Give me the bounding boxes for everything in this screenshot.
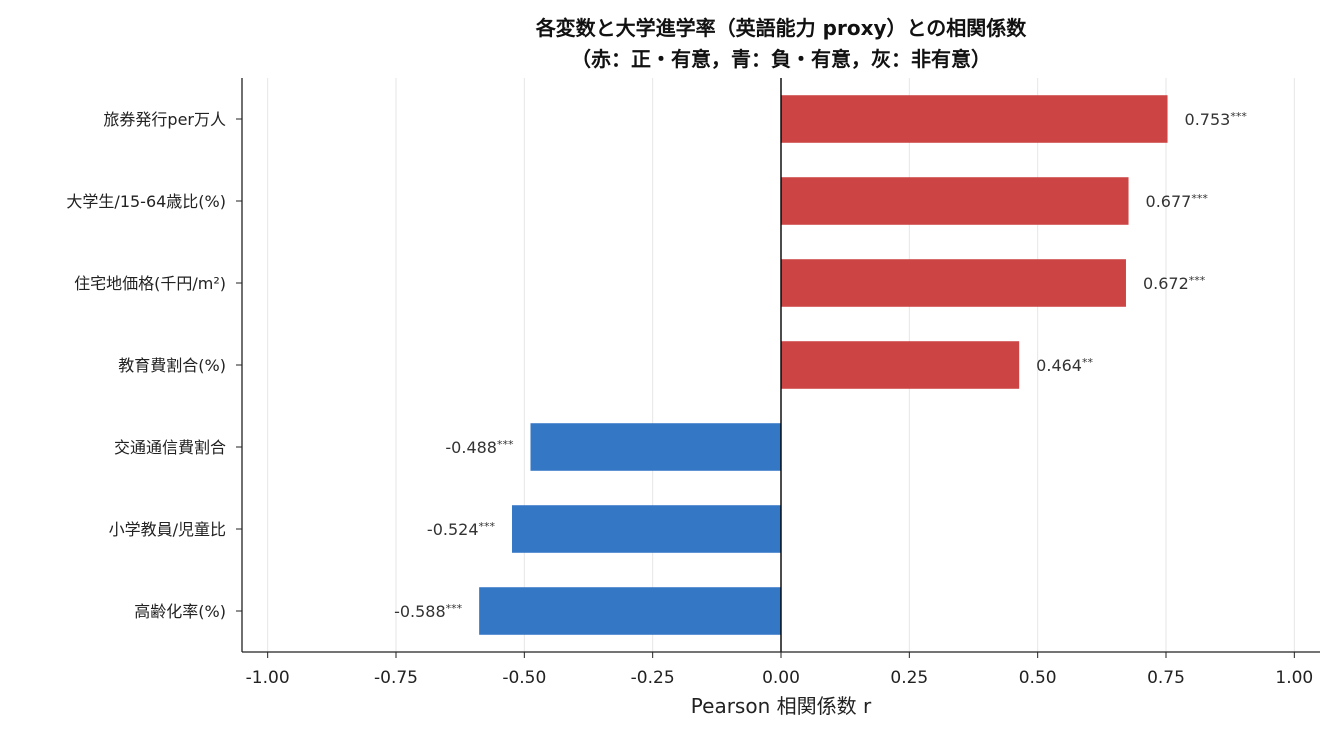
significance-stars: *** — [497, 438, 514, 451]
x-tick-label: -0.25 — [631, 668, 675, 688]
category-label: 高齢化率(%) — [134, 602, 226, 621]
significance-stars: *** — [479, 520, 496, 533]
data-label: -0.588*** — [394, 602, 463, 621]
data-label: -0.488*** — [445, 438, 514, 457]
x-tick-label: -1.00 — [246, 668, 290, 688]
data-label-value: -0.488 — [445, 438, 497, 457]
x-tick-label: -0.50 — [502, 668, 546, 688]
bars — [479, 95, 1168, 635]
x-tick-labels: -1.00 -0.75 -0.50 -0.25 0.00 0.25 0.50 0.75 1.00 — [246, 668, 1314, 688]
data-label: 0.464** — [1036, 356, 1093, 375]
category-label: 交通通信費割合 — [114, 438, 226, 457]
x-tick-label: 0.75 — [1147, 668, 1185, 688]
data-label: 0.753*** — [1185, 110, 1248, 129]
significance-stars: ** — [1082, 356, 1094, 369]
bar — [512, 505, 781, 553]
bar — [781, 95, 1168, 143]
data-label: -0.524*** — [427, 520, 496, 539]
data-label-value: -0.524 — [427, 520, 479, 539]
data-label: 0.677*** — [1146, 192, 1209, 211]
significance-stars: *** — [1189, 274, 1206, 287]
data-label-value: 0.677 — [1146, 192, 1192, 211]
x-tick-label: 0.50 — [1019, 668, 1057, 688]
significance-stars: *** — [1230, 110, 1247, 123]
significance-stars: *** — [1191, 192, 1208, 205]
bar — [479, 587, 781, 635]
data-label-value: 0.753 — [1185, 110, 1231, 129]
x-tick-label: 0.25 — [890, 668, 928, 688]
bar — [781, 177, 1129, 225]
data-label: 0.672*** — [1143, 274, 1206, 293]
category-label: 教育費割合(%) — [118, 356, 226, 375]
data-label-value: -0.588 — [394, 602, 446, 621]
category-label: 旅券発行per万人 — [103, 110, 226, 129]
x-tick-label: 1.00 — [1275, 668, 1313, 688]
data-label-value: 0.464 — [1036, 356, 1082, 375]
category-label: 小学教員/児童比 — [109, 520, 226, 539]
axes — [236, 78, 1320, 658]
chart-title-line2: （赤：正・有意，青：負・有意，灰：非有意） — [571, 47, 991, 71]
x-tick-label: -0.75 — [374, 668, 418, 688]
data-label-value: 0.672 — [1143, 274, 1189, 293]
bar — [781, 341, 1020, 389]
bar — [530, 423, 781, 471]
category-label: 大学生/15-64歳比(%) — [66, 192, 226, 211]
chart-title-line1: 各変数と大学進学率（英語能力 proxy）との相関係数 — [535, 16, 1028, 40]
data-labels: 0.753***0.677***0.672***0.464**-0.488***… — [394, 110, 1247, 621]
category-label: 住宅地価格(千円/m²) — [74, 274, 226, 293]
significance-stars: *** — [446, 602, 463, 615]
x-axis-label: Pearson 相関係数 r — [691, 694, 872, 718]
x-tick-label: 0.00 — [762, 668, 800, 688]
bar — [781, 259, 1126, 307]
